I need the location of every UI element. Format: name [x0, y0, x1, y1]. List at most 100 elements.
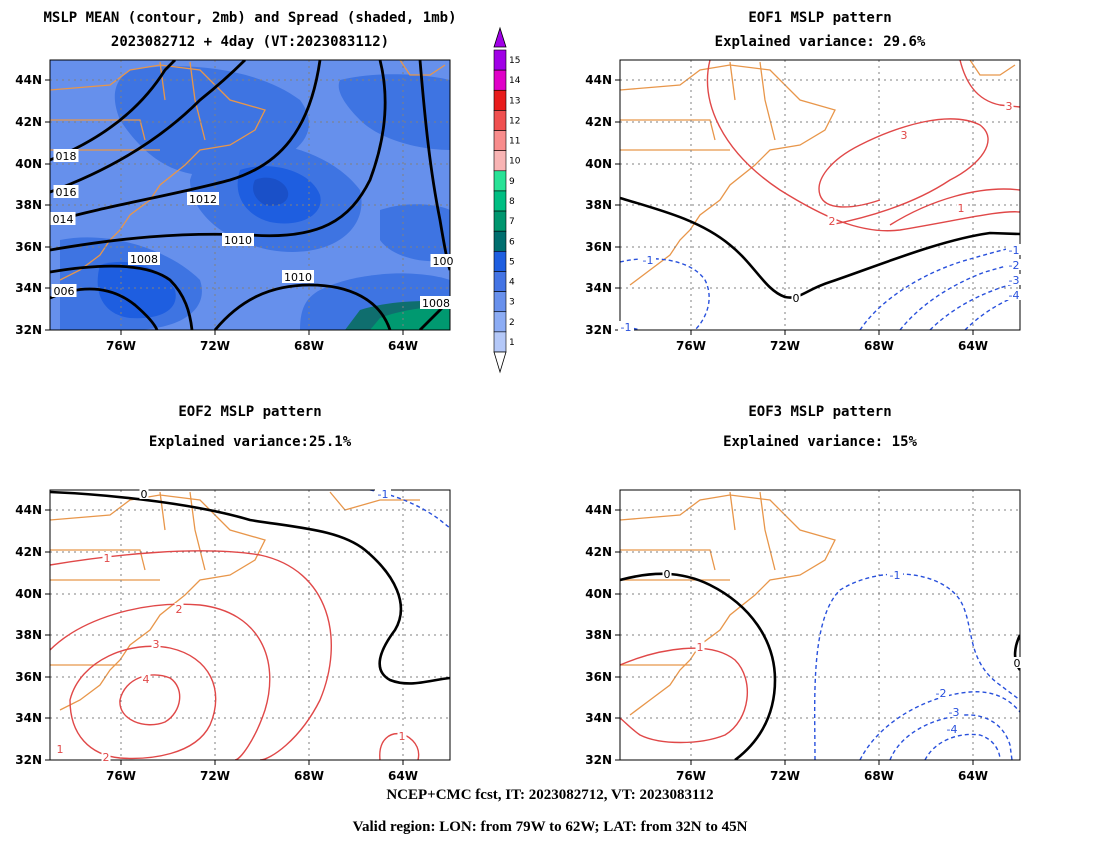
colorbar-label: 14 — [509, 76, 521, 86]
colorbar-swatch — [493, 150, 507, 172]
contour-label-bg — [102, 552, 112, 563]
contour-label-bg — [887, 569, 903, 580]
contour-label: 1008 — [422, 297, 450, 310]
lon-tick-label: 68W — [864, 339, 894, 353]
lat-tick-label: 32N — [585, 753, 612, 767]
colorbar-swatch — [493, 110, 507, 131]
contour-label-bg — [899, 129, 909, 140]
contour-label: 1 — [104, 552, 111, 565]
contour-label: 3 — [901, 129, 908, 142]
contour-label-bg — [174, 603, 184, 614]
colorbar-label: 8 — [509, 197, 515, 207]
grid-eof3 — [620, 490, 1020, 760]
lon-tick-label: 76W — [676, 339, 706, 353]
colorbar-swatch — [493, 271, 507, 292]
contour-label: -3 — [1009, 274, 1020, 287]
colorbar-swatch — [493, 331, 507, 353]
zero-contour-eof2 — [50, 490, 450, 685]
panel-title-eof2-line2: Explained variance:25.1% — [148, 434, 352, 450]
contour-label: -1 — [378, 488, 389, 501]
colorbar-swatch — [493, 311, 507, 333]
contour-label-bg — [375, 488, 391, 499]
lat-tick-label: 38N — [15, 198, 42, 212]
colorbar-label: 13 — [509, 96, 520, 106]
contour-label-bg — [187, 192, 219, 205]
contour-label: 014 — [53, 213, 74, 226]
colorbar-label: 3 — [509, 298, 515, 308]
lat-tick-label: 34N — [15, 711, 42, 725]
lat-tick-label: 36N — [15, 670, 42, 684]
lat-tick-label: 44N — [15, 73, 42, 87]
colorbar-swatch — [493, 130, 507, 151]
contour-label: 0 — [793, 292, 800, 305]
footer-forecast-info: NCEP+CMC fcst, IT: 2023082712, VT: 20230… — [386, 787, 714, 803]
lon-tick-label: 72W — [770, 339, 800, 353]
panel-eof3 — [619, 489, 1021, 761]
colorbar-swatch — [493, 69, 507, 91]
contour-label: 2 — [103, 751, 110, 764]
contour-label-bg — [1006, 289, 1022, 300]
colorbar-top-arrow — [493, 26, 507, 48]
contour-label: -1 — [643, 254, 654, 267]
colorbar-label: 12 — [509, 116, 520, 126]
panel-title-eof3-line1: EOF3 MSLP pattern — [748, 404, 892, 420]
lat-tick-label: 36N — [585, 670, 612, 684]
contour-label-bg — [151, 638, 161, 649]
lat-tick-label: 34N — [585, 281, 612, 295]
colorbar-label: 11 — [509, 137, 520, 147]
lon-tick-label: 76W — [106, 339, 136, 353]
colorbar-swatch — [493, 210, 507, 232]
contour-label-bg — [430, 254, 456, 267]
contour-label: 016 — [56, 186, 77, 199]
contour-label-bg — [53, 185, 79, 198]
lat-tick-label: 32N — [15, 753, 42, 767]
contour-label: -2 — [936, 687, 947, 700]
contour-label: 1012 — [189, 193, 217, 206]
contour-label-bg — [1004, 100, 1014, 111]
contour-label-bg — [101, 751, 111, 762]
lon-tick-label: 68W — [294, 339, 324, 353]
positive-contours-eof2 — [50, 550, 420, 760]
panel-title-mean-line1: MSLP MEAN (contour, 2mb) and Spread (sha… — [43, 10, 457, 26]
lat-tick-label: 40N — [585, 157, 612, 171]
contour-label-bg — [128, 252, 160, 265]
contour-label: -2 — [1009, 259, 1020, 272]
contour-label: 2 — [829, 215, 836, 228]
lat-tick-label: 44N — [585, 73, 612, 87]
lat-tick-label: 40N — [15, 157, 42, 171]
contour-label: 1 — [399, 730, 406, 743]
contour-label-bg — [827, 215, 837, 226]
contour-label-bg — [944, 723, 960, 734]
contour-label-bg — [282, 270, 314, 283]
lon-tick-label: 76W — [106, 769, 136, 783]
colorbar-swatch — [493, 89, 507, 111]
contour-label-bg — [139, 488, 149, 499]
contour-label: 2 — [176, 603, 183, 616]
colorbar-label: 15 — [509, 56, 520, 66]
lon-tick-label: 72W — [770, 769, 800, 783]
positive-contours-eof3 — [620, 647, 749, 744]
lon-tick-label: 72W — [200, 339, 230, 353]
contour-label: 1010 — [224, 234, 252, 247]
contour-label-bg — [55, 743, 65, 754]
contour-label-bg — [662, 568, 672, 579]
spread-colorbar: 15 14 13 12 11 10 9 8 7 6 5 4 3 2 1 — [493, 26, 521, 374]
lat-tick-label: 42N — [15, 545, 42, 559]
panel-title-eof1-line1: EOF1 MSLP pattern — [748, 10, 892, 26]
colorbar-label: 9 — [509, 177, 515, 187]
lat-tick-label: 32N — [15, 323, 42, 337]
lat-tick-label: 42N — [585, 545, 612, 559]
colorbar-swatch — [493, 190, 507, 212]
colorbar-swatch — [493, 291, 507, 313]
contour-label-bg — [51, 284, 77, 297]
colorbar-label: 2 — [509, 318, 515, 328]
contour-label: 0 — [664, 568, 671, 581]
colorbar-label: 7 — [509, 217, 515, 227]
lat-tick-label: 36N — [585, 240, 612, 254]
contour-label-bg — [933, 687, 949, 698]
contour-label-bg — [946, 706, 962, 717]
contour-label: 1008 — [130, 253, 158, 266]
contour-label: -1 — [621, 321, 632, 334]
panel-eof1 — [619, 59, 1021, 331]
